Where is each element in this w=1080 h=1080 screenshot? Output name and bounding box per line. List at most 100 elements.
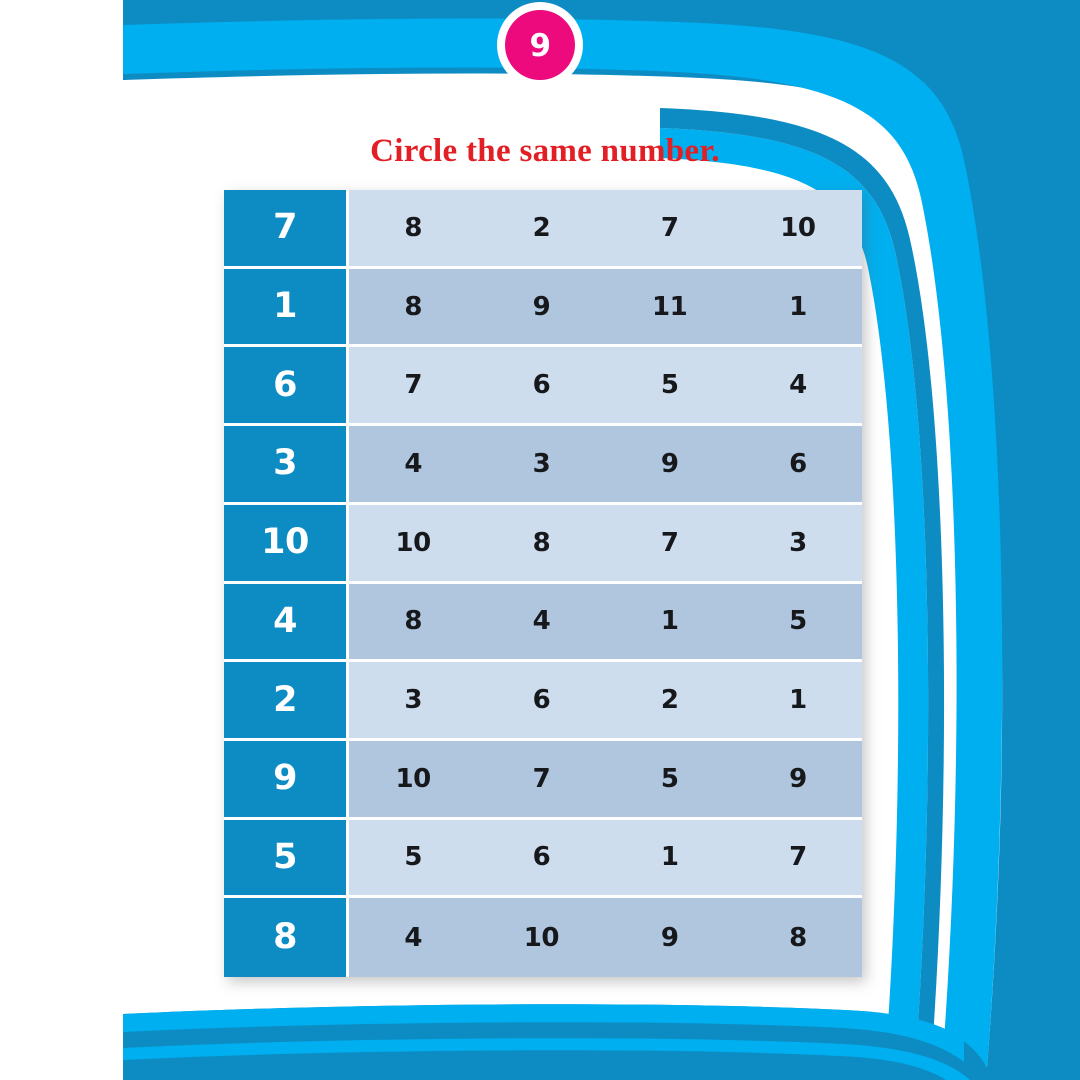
row-key-number: 4 xyxy=(273,600,297,641)
option-number: 7 xyxy=(789,842,807,873)
row-options: 7 6 5 4 xyxy=(349,347,862,427)
option-cell[interactable]: 8 xyxy=(734,898,862,977)
badge-circle: 9 xyxy=(505,10,575,80)
number-match-table: 7 8 2 7 10 1 8 9 11 1 6 7 6 5 4 3 4 3 9 6 10 10 8 7 3 4 8 4 1 5 2 3 6 2 1 9… xyxy=(224,190,862,978)
option-number: 7 xyxy=(660,212,679,243)
option-cell[interactable]: 4 xyxy=(477,584,605,660)
option-number: 7 xyxy=(404,370,422,401)
option-cell[interactable]: 6 xyxy=(734,426,862,502)
option-number: 8 xyxy=(789,922,807,953)
option-number: 4 xyxy=(789,370,807,401)
page-number-text: 9 xyxy=(529,27,551,64)
option-number: 9 xyxy=(532,291,551,322)
option-number: 5 xyxy=(789,606,807,637)
option-cell[interactable]: 8 xyxy=(477,505,605,581)
row-key-number: 10 xyxy=(261,522,309,563)
option-cell[interactable]: 7 xyxy=(349,347,477,423)
option-number: 3 xyxy=(789,527,807,558)
row-key-cell: 4 xyxy=(224,583,349,663)
row-options: 8 4 1 5 xyxy=(349,583,862,663)
option-cell[interactable]: 9 xyxy=(606,426,734,502)
option-cell[interactable]: 3 xyxy=(734,505,862,581)
option-cell[interactable]: 9 xyxy=(606,898,734,977)
option-cell[interactable]: 5 xyxy=(606,347,734,423)
bottom-band-dark-outer xyxy=(123,1004,992,1080)
option-cell[interactable]: 8 xyxy=(349,190,477,266)
option-cell[interactable]: 6 xyxy=(477,347,605,423)
option-cell[interactable]: 2 xyxy=(477,190,605,266)
table-row: 3 4 3 9 6 xyxy=(224,426,862,505)
row-key-number: 5 xyxy=(273,836,297,877)
option-cell[interactable]: 8 xyxy=(349,269,477,345)
option-cell[interactable]: 10 xyxy=(477,898,605,977)
row-options: 10 8 7 3 xyxy=(349,504,862,584)
bottom-band-bright-stripe xyxy=(123,1004,964,1062)
option-cell[interactable]: 7 xyxy=(734,820,862,896)
option-number: 2 xyxy=(660,685,679,716)
option-number: 4 xyxy=(532,606,551,637)
row-key-cell: 3 xyxy=(224,426,349,505)
row-options: 8 2 7 10 xyxy=(349,190,862,269)
table-row: 8 4 10 9 8 xyxy=(224,898,862,978)
option-number: 6 xyxy=(532,370,551,401)
option-cell[interactable]: 7 xyxy=(606,505,734,581)
option-cell[interactable]: 3 xyxy=(349,662,477,738)
option-number: 9 xyxy=(660,448,679,479)
option-number: 4 xyxy=(404,922,422,953)
option-cell[interactable]: 1 xyxy=(606,584,734,660)
option-cell[interactable]: 9 xyxy=(734,741,862,817)
row-key-number: 7 xyxy=(273,207,297,248)
option-cell[interactable]: 11 xyxy=(606,269,734,345)
row-options: 10 7 5 9 xyxy=(349,740,862,820)
option-cell[interactable]: 10 xyxy=(349,741,477,817)
option-number: 10 xyxy=(395,763,432,794)
option-number: 8 xyxy=(404,606,422,637)
row-key-number: 6 xyxy=(273,364,297,405)
option-cell[interactable]: 5 xyxy=(349,820,477,896)
option-cell[interactable]: 1 xyxy=(734,269,862,345)
row-key-number: 1 xyxy=(273,286,297,327)
option-cell[interactable]: 4 xyxy=(349,898,477,977)
page-number-badge: 9 xyxy=(497,2,583,88)
table-row: 10 10 8 7 3 xyxy=(224,504,862,584)
option-number: 8 xyxy=(404,291,422,322)
option-cell[interactable]: 9 xyxy=(477,269,605,345)
option-number: 3 xyxy=(532,448,551,479)
option-number: 1 xyxy=(660,606,679,637)
option-cell[interactable]: 10 xyxy=(734,190,862,266)
row-options: 5 6 1 7 xyxy=(349,819,862,899)
option-cell[interactable]: 5 xyxy=(606,741,734,817)
option-cell[interactable]: 7 xyxy=(477,741,605,817)
option-cell[interactable]: 5 xyxy=(734,584,862,660)
option-cell[interactable]: 6 xyxy=(477,820,605,896)
option-number: 10 xyxy=(523,922,560,953)
option-cell[interactable]: 8 xyxy=(349,584,477,660)
table-row: 1 8 9 11 1 xyxy=(224,268,862,348)
option-cell[interactable]: 1 xyxy=(606,820,734,896)
table-row: 4 8 4 1 5 xyxy=(224,583,862,663)
row-key-cell: 7 xyxy=(224,190,349,269)
option-cell[interactable]: 2 xyxy=(606,662,734,738)
option-number: 8 xyxy=(532,527,551,558)
row-key-cell: 8 xyxy=(224,898,349,978)
option-cell[interactable]: 10 xyxy=(349,505,477,581)
table-row: 5 5 6 1 7 xyxy=(224,819,862,899)
option-number: 11 xyxy=(652,291,688,322)
option-number: 10 xyxy=(395,527,432,558)
option-cell[interactable]: 6 xyxy=(477,662,605,738)
option-cell[interactable]: 4 xyxy=(349,426,477,502)
option-number: 6 xyxy=(532,685,551,716)
option-number: 5 xyxy=(404,842,422,873)
row-key-cell: 6 xyxy=(224,347,349,427)
option-cell[interactable]: 1 xyxy=(734,662,862,738)
row-key-cell: 2 xyxy=(224,662,349,741)
row-key-cell: 1 xyxy=(224,268,349,348)
row-key-cell: 9 xyxy=(224,740,349,820)
option-number: 1 xyxy=(660,842,679,873)
option-cell[interactable]: 7 xyxy=(606,190,734,266)
option-cell[interactable]: 3 xyxy=(477,426,605,502)
option-cell[interactable]: 4 xyxy=(734,347,862,423)
row-key-number: 8 xyxy=(273,917,297,958)
option-number: 9 xyxy=(789,763,807,794)
row-options: 4 10 9 8 xyxy=(349,898,862,978)
